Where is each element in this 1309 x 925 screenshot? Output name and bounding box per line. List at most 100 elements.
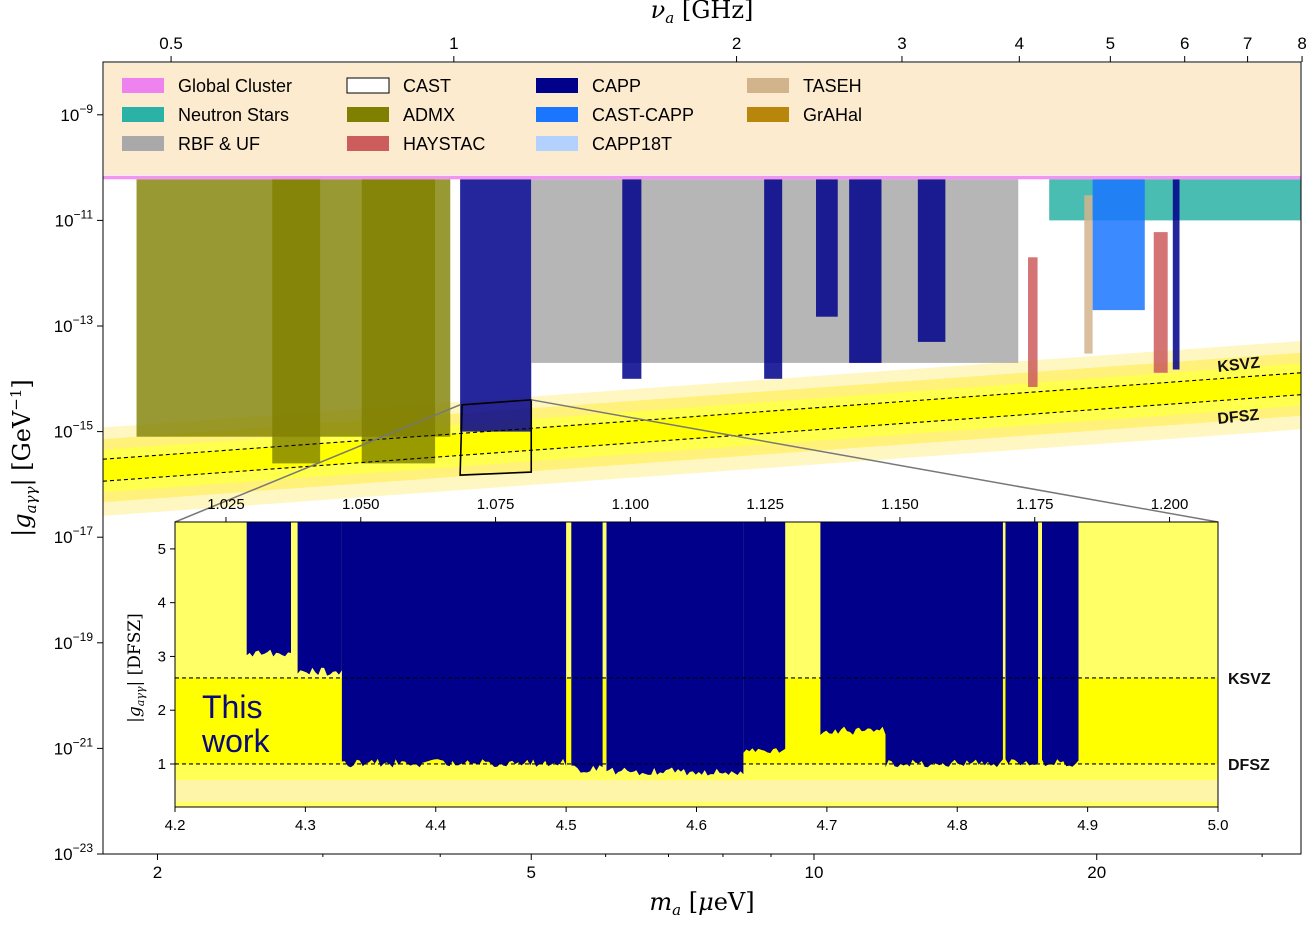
inset-top-tick-label: 1.200 [1151,496,1189,513]
top-x-tick-label: 6 [1180,34,1189,53]
region-haystac [1153,232,1168,373]
inset-top-tick-label: 1.150 [881,496,919,513]
region-haystac [1028,257,1038,387]
zoom-connector-left [174,404,461,523]
region-global-cluster [103,175,1301,180]
inset-x-tick-label: 4.7 [816,817,837,834]
y-tick-label: 10−19 [54,630,94,653]
capp-exclusion [246,522,291,657]
inset-y-tick-label: 1 [158,756,166,773]
legend-label: CAPP [592,76,641,96]
inset-x-tick-label: 4.8 [947,817,968,834]
inset-top-tick-label: 1.050 [342,496,380,513]
capp-exclusion [571,522,603,773]
region-taseh [1084,195,1093,354]
zoom-connector-right [531,399,1219,523]
x-tick-label: 10 [805,863,824,882]
inset-x-tick-label: 4.6 [686,817,707,834]
region-capp [764,179,783,379]
region-cast-capp [1092,179,1145,311]
top-x-tick-label: 2 [732,34,741,53]
legend-swatch [536,78,578,93]
legend-swatch [747,107,789,122]
exclusion-regions [103,175,1301,464]
legend-swatch [347,107,389,122]
top-x-tick-label: 5 [1106,34,1115,53]
label-ksvz-main: KSVZ [1217,355,1261,376]
inset-top-tick-label: 1.175 [1016,496,1054,513]
inset-x-tick-label: 4.5 [556,817,577,834]
main-axes: KSVZ DFSZ 2 5 10 20 10−23 10−21 10−19 10−17 10−15 1… [7,0,1307,919]
top-x-tick-label: 4 [1015,34,1024,53]
legend-label: HAYSTAC [403,134,485,154]
capp-exclusion [606,522,744,776]
region-admx [272,179,321,464]
legend-swatch [536,136,578,151]
region-capp [849,179,882,363]
y-tick-label: 10−9 [60,102,93,125]
inset-plot [175,522,1218,802]
capp-exclusion [743,522,786,754]
inset-x-tick-label: 4.2 [165,817,186,834]
legend-label: CAST-CAPP [592,105,694,125]
legend-swatch [122,136,164,151]
inset-label-dfsz: DFSZ [1228,757,1270,774]
inset-y-tick-label: 4 [158,595,166,612]
inset-top-tick-label: 1.125 [746,496,784,513]
x-tick-label: 2 [153,863,162,882]
inset-label-ksvz: KSVZ [1228,671,1271,688]
x-tick-label: 5 [527,863,536,882]
legend: Global Cluster Neutron Stars RBF & UF CAST A… [104,63,1300,175]
y-tick-label: 10−13 [54,313,94,336]
inset-y-tick-label: 5 [158,541,166,558]
y-tick-label: 10−21 [54,735,94,758]
legend-label: Global Cluster [178,76,292,96]
capp-exclusion [341,522,567,768]
legend-label: CAST [403,76,451,96]
legend-label: GrAHal [803,105,862,125]
legend-swatch [347,136,389,151]
inset-top-tick-label: 1.075 [477,496,515,513]
inset-top-tick-label: 1.100 [612,496,650,513]
legend-label: TASEH [803,76,862,96]
region-capp [1172,179,1180,370]
x-tick-label: 20 [1087,863,1106,882]
zoom-connector [174,398,1219,523]
capp-exclusion [297,522,342,676]
y-tick-label: 10−17 [54,524,94,547]
zoom-box [459,398,533,476]
this-work-label: work [201,723,271,759]
region-admx [361,179,436,464]
legend-swatch [122,78,164,93]
legend-swatch [747,78,789,93]
top-x-tick-label: 3 [897,34,906,53]
inset-y-tick-label: 2 [158,702,166,719]
inset-x-tick-label: 4.9 [1077,817,1098,834]
legend-label: CAPP18T [592,134,672,154]
legend-swatch [536,107,578,122]
legend-box [104,63,1300,175]
region-capp [917,179,946,342]
this-work-label: This [202,689,262,725]
capp-exclusion [820,522,886,735]
y-tick-label: 10−23 [54,841,94,864]
inset-top-tick-label: 1.025 [207,496,245,513]
capp-exclusion [1042,522,1079,767]
legend-swatch [122,107,164,122]
inset-x-tick-label: 4.4 [425,817,446,834]
inset-y-tick-label: 3 [158,648,166,665]
legend-label: Neutron Stars [178,105,289,125]
legend-swatch [346,77,390,94]
main-frame [102,61,1302,855]
y-tick-label: 10−11 [55,207,94,230]
region-capp [816,179,838,317]
region-capp [460,179,532,432]
top-x-tick-label: 0.5 [159,34,183,53]
y-tick-label: 10−15 [54,419,94,442]
top-x-tick-label: 7 [1243,34,1252,53]
top-x-tick-label: 8 [1297,34,1306,53]
capp-exclusion [885,522,1003,768]
top-x-tick-label: 1 [449,34,458,53]
